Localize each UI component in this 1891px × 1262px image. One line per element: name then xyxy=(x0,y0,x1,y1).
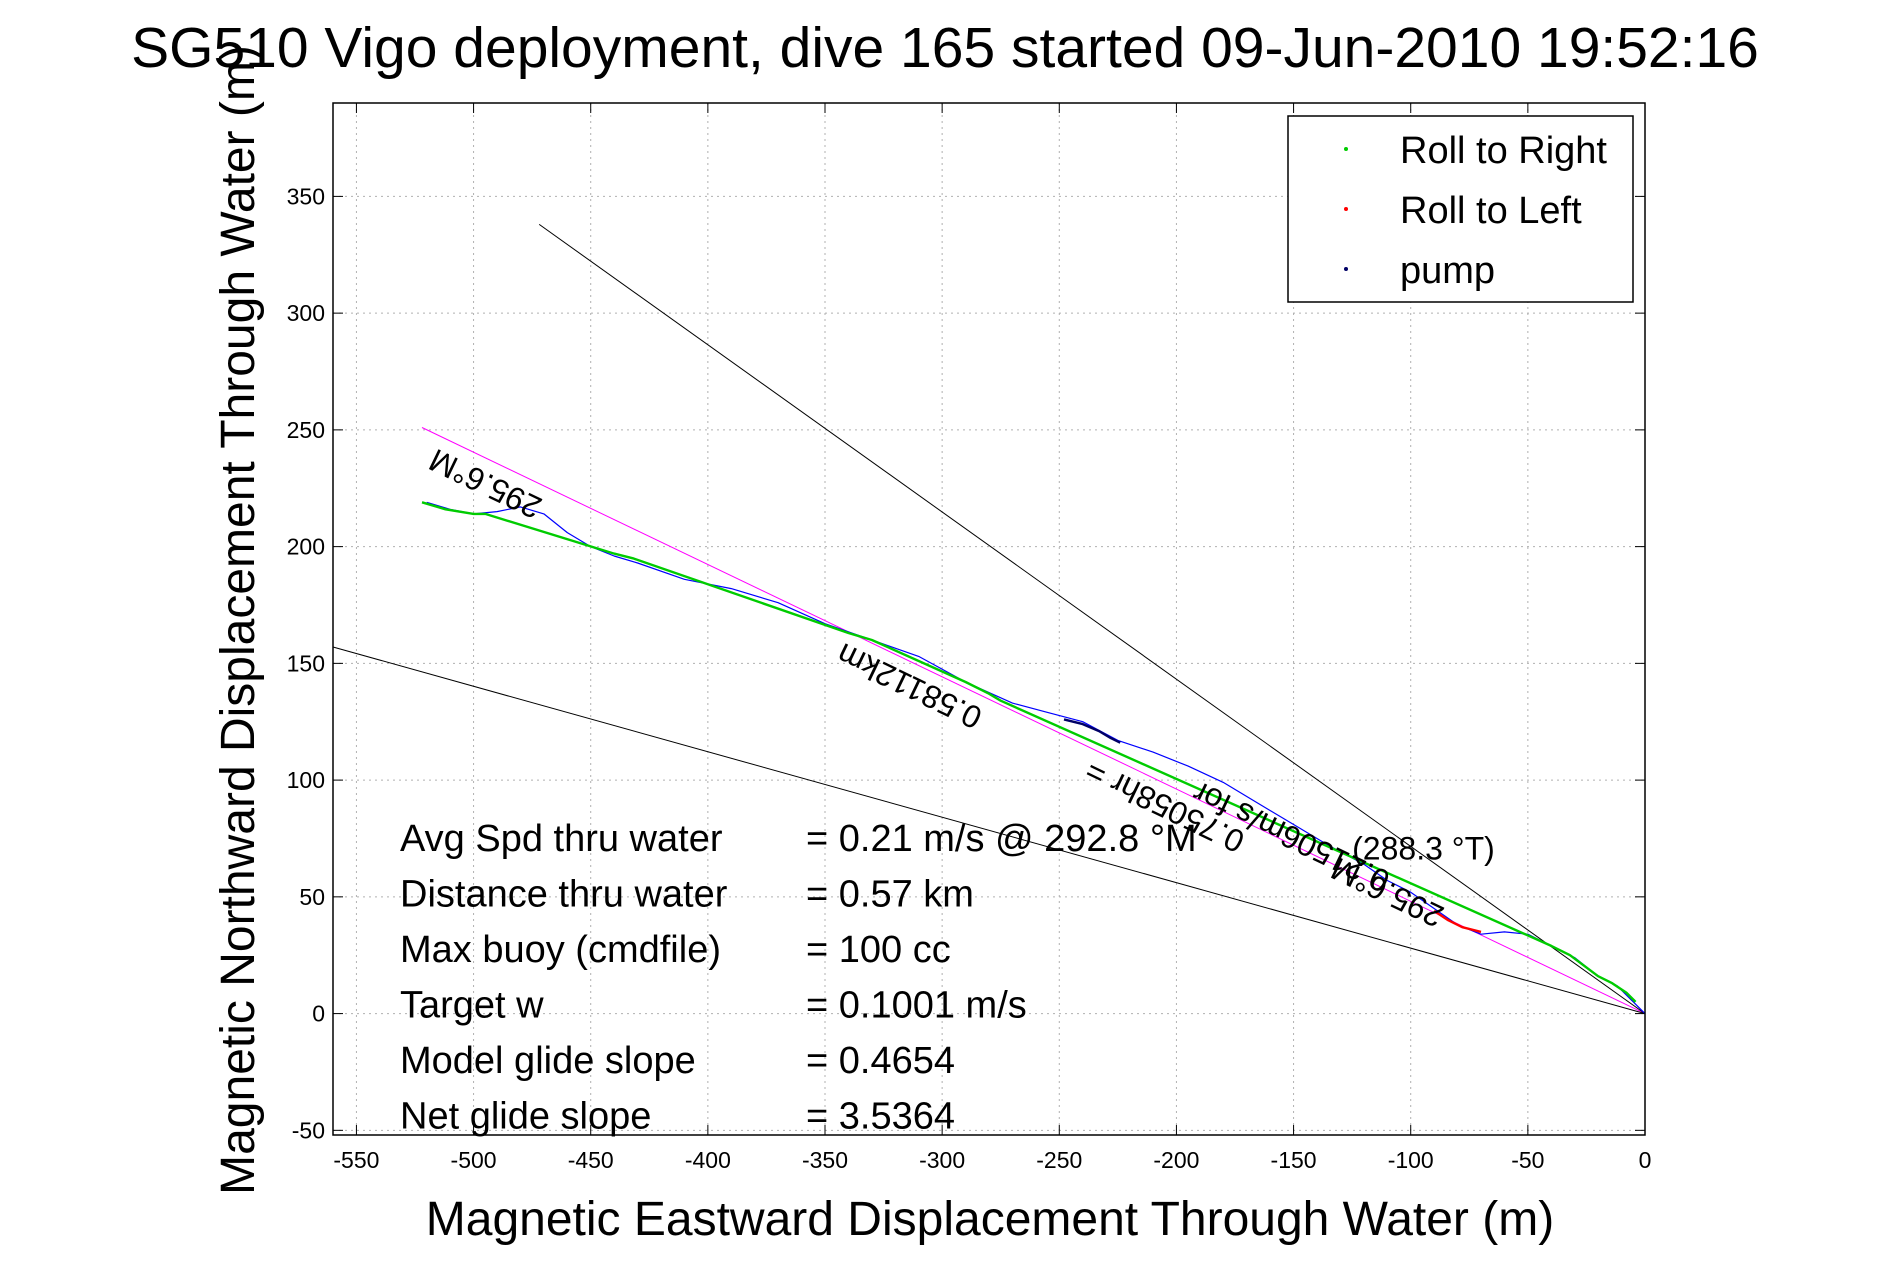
legend-marker xyxy=(1344,207,1348,211)
x-tick-label: -350 xyxy=(802,1147,848,1173)
x-tick-label: -500 xyxy=(451,1147,497,1173)
series-line-roll-to-left xyxy=(1433,909,1482,934)
stat-value: = 100 cc xyxy=(806,929,951,971)
stat-value: = 0.57 km xyxy=(806,874,974,916)
x-tick-label: -550 xyxy=(333,1147,379,1173)
stat-value: = 0.1001 m/s xyxy=(806,985,1027,1027)
legend: Roll to Right Roll to Left pump xyxy=(1287,115,1634,303)
y-tick-label: 50 xyxy=(299,884,325,910)
stat-value: = 0.4654 xyxy=(806,1040,955,1082)
stat-label: Net glide slope xyxy=(400,1096,651,1138)
stat-label: Model glide slope xyxy=(400,1040,696,1082)
stat-label: Target w xyxy=(400,985,544,1027)
legend-label: Roll to Right xyxy=(1400,130,1607,172)
stat-label: Avg Spd thru water xyxy=(400,818,723,860)
stat-label: Max buoy (cmdfile) xyxy=(400,929,721,971)
series-lines xyxy=(421,501,1646,1015)
plot-frame xyxy=(332,102,1646,1136)
annotation-label: (288.3 °T) xyxy=(1352,830,1495,866)
stat-value: = 0.21 m/s @ 292.8 °M xyxy=(806,818,1197,860)
reference-line xyxy=(538,223,1646,1015)
x-tick-label: -300 xyxy=(919,1147,965,1173)
x-tick-label: -250 xyxy=(1036,1147,1082,1173)
series-line-roll-to-right xyxy=(421,501,1637,1003)
y-tick-label: 350 xyxy=(287,183,325,209)
y-tick-labels: -50 0 50 100 150 200 250 300 350 xyxy=(287,183,325,1143)
y-tick-label: -50 xyxy=(292,1117,325,1143)
x-tick-label: -150 xyxy=(1271,1147,1317,1173)
legend-marker xyxy=(1344,147,1348,151)
legend-label: pump xyxy=(1400,250,1495,292)
y-tick-label: 200 xyxy=(287,534,325,560)
x-tick-label: -50 xyxy=(1511,1147,1544,1173)
x-tick-label: 0 xyxy=(1639,1147,1652,1173)
reference-line xyxy=(332,646,1646,1015)
series-line-pump xyxy=(1063,718,1121,744)
x-tick-label: -100 xyxy=(1388,1147,1434,1173)
legend-label: Roll to Left xyxy=(1400,190,1582,232)
y-tick-label: 250 xyxy=(287,417,325,443)
x-tick-labels: -550 -500 -450 -400 -350 -300 -250 -200 -150 -100… xyxy=(333,1147,1651,1173)
x-tick-label: -200 xyxy=(1153,1147,1199,1173)
y-tick-label: 0 xyxy=(312,1001,325,1027)
stat-value: = 3.5364 xyxy=(806,1096,955,1138)
stat-label: Distance thru water xyxy=(400,874,728,916)
y-tick-label: 150 xyxy=(287,650,325,676)
y-tick-label: 100 xyxy=(287,767,325,793)
x-axis-label: Magnetic Eastward Displacement Through W… xyxy=(426,1193,1554,1246)
y-axis-label: Magnetic Northward Displacement Through … xyxy=(212,45,265,1195)
x-tick-label: -450 xyxy=(568,1147,614,1173)
legend-marker xyxy=(1344,267,1348,271)
x-tick-label: -400 xyxy=(685,1147,731,1173)
chart-title: SG510 Vigo deployment, dive 165 started … xyxy=(131,16,1759,80)
y-tick-label: 300 xyxy=(287,300,325,326)
stats-block: Avg Spd thru water = 0.21 m/s @ 292.8 °M D… xyxy=(400,818,1197,1138)
